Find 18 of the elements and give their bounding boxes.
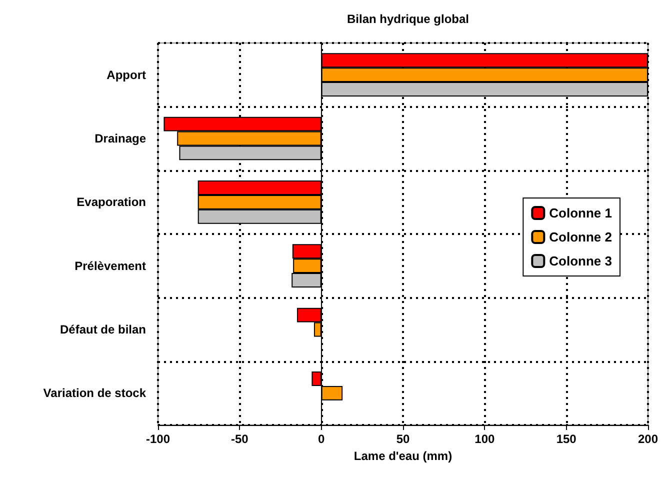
x-tick-label: 200 <box>638 432 658 446</box>
y-tick-label: Apport <box>106 68 146 82</box>
chart-title: Bilan hydrique global <box>346 12 470 26</box>
x-tick-label: 150 <box>556 432 577 446</box>
legend-label: Colonne 2 <box>549 230 612 244</box>
legend-label: Colonne 3 <box>549 254 612 268</box>
x-tick-label: 0 <box>318 432 325 446</box>
legend-label: Colonne 1 <box>549 206 612 220</box>
x-tick-label: -50 <box>230 432 249 446</box>
y-tick-label: Variation de stock <box>43 386 146 400</box>
y-tick-label: Prélèvement <box>74 258 146 273</box>
x-tick-label: 50 <box>396 432 410 446</box>
y-tick-label: Défaut de bilan <box>60 322 146 336</box>
x-tick-label: -100 <box>146 432 170 446</box>
x-tick-label: 100 <box>474 432 495 446</box>
y-tick-label: Drainage <box>94 132 146 146</box>
y-tick-label: Evaporation <box>76 195 146 210</box>
x-axis-title: Lame d'eau (mm) <box>354 448 452 463</box>
